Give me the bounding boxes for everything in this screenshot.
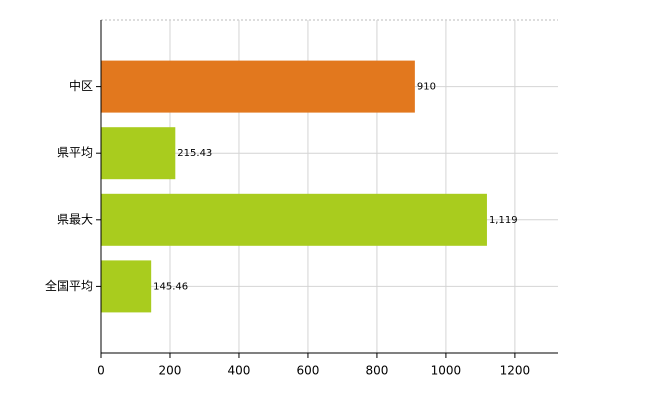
bar — [101, 60, 415, 113]
value-label: 910 — [417, 82, 436, 93]
bar — [101, 260, 152, 313]
x-tick-label: 600 — [296, 364, 319, 378]
x-tick-label: 800 — [365, 364, 388, 378]
value-label: 1,119 — [489, 215, 518, 226]
bar — [101, 193, 487, 246]
x-tick-label: 1200 — [500, 364, 531, 378]
bar — [101, 127, 176, 180]
y-tick-label: 中区 — [69, 78, 93, 93]
x-tick-label: 1000 — [431, 364, 462, 378]
value-label: 215.43 — [177, 148, 212, 159]
x-tick-label: 400 — [228, 364, 251, 378]
y-tick-label: 県平均 — [57, 146, 93, 160]
x-tick-label: 200 — [159, 364, 182, 378]
y-tick-label: 全国平均 — [45, 278, 93, 293]
x-tick-label: 0 — [97, 364, 105, 378]
value-label: 145.46 — [153, 281, 188, 292]
y-tick-label: 県最大 — [57, 212, 93, 226]
